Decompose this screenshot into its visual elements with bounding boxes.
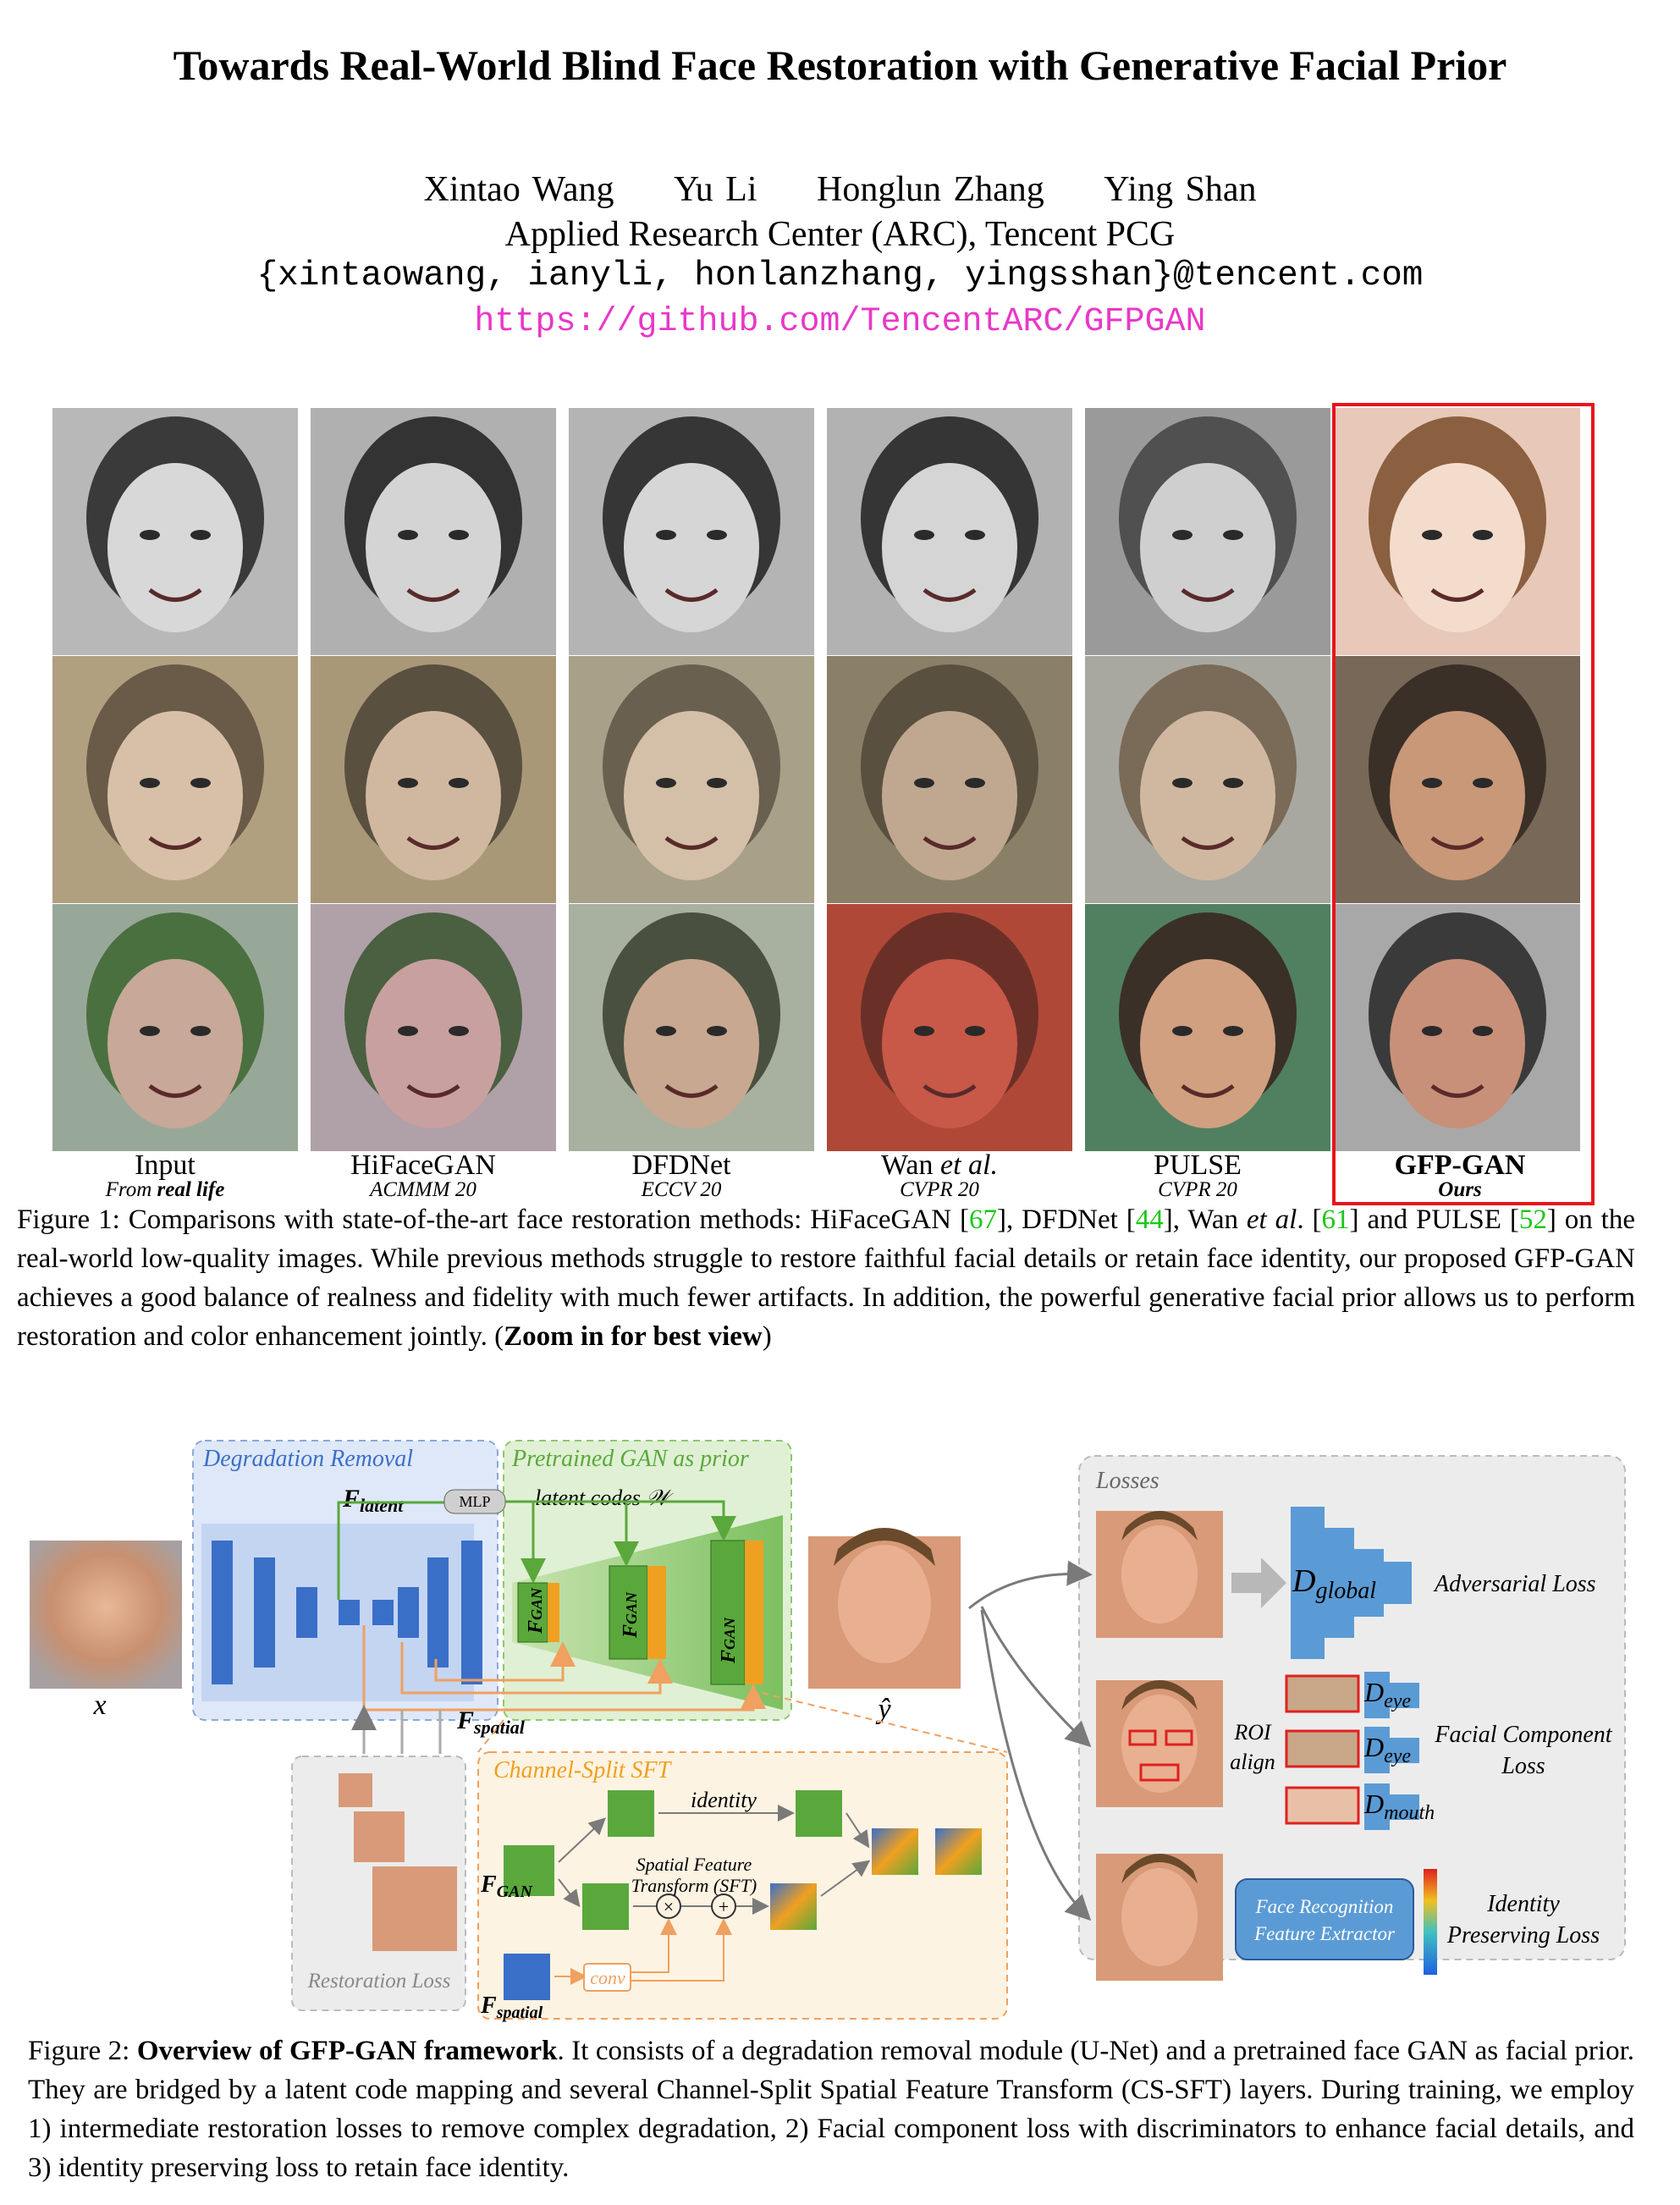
fgan-label: FGAN [718, 1617, 740, 1664]
identity-arrow-label: identity [691, 1788, 757, 1812]
fgan-label: FGAN [525, 1587, 547, 1634]
restoration-loss-label: Restoration Loss [307, 1970, 451, 1993]
fgan-label: FGAN [620, 1591, 642, 1639]
face-thumb-3 [1096, 1854, 1223, 1981]
col-venue: ACMMM 20 [370, 1178, 476, 1201]
fgan-input-label: FGAN [480, 1871, 533, 1901]
d-global-label: Dglobal [1292, 1563, 1376, 1604]
col-label-dfdnet: DFDNet ECCV 20 [554, 1149, 808, 1201]
author-list: Xintao Wang Yu Li Honglun Zhang Ying Sha… [0, 169, 1680, 210]
col-label-input: Input From real life [38, 1149, 292, 1201]
latent-codes-label: latent codes 𝒲 [535, 1486, 674, 1510]
face-recognition-label: Face Recognition [1255, 1896, 1394, 1917]
face-image-cell [569, 656, 814, 903]
author-name: Xintao Wang [423, 170, 614, 209]
mlp-label: MLP [459, 1493, 490, 1510]
face-image-cell [1085, 408, 1330, 655]
d-eye-label: Deye [1363, 1732, 1411, 1767]
face-thumb-2 [1096, 1680, 1223, 1807]
col-name: HiFaceGAN [350, 1149, 496, 1181]
face-image-cell [827, 656, 1072, 903]
col-label-gfpgan: GFP-GAN Ours [1333, 1149, 1587, 1201]
face-thumb-1 [1096, 1511, 1223, 1638]
face-image-cell [827, 904, 1072, 1151]
face-image-cell [52, 656, 298, 903]
cs-sft-label: CS-SFT [743, 1601, 765, 1672]
col-venue: ECCV 20 [641, 1178, 722, 1201]
svg-text:+: + [719, 1896, 729, 1917]
col-venue: CVPR 20 [900, 1178, 979, 1201]
face-image-cell [1085, 904, 1330, 1151]
col-venue: CVPR 20 [1158, 1178, 1237, 1201]
col-label-pulse: PULSE CVPR 20 [1071, 1149, 1325, 1201]
col-name: Input [135, 1149, 196, 1181]
preserving-loss-label: Preserving Loss [1446, 1922, 1600, 1949]
ours-highlight-box [1332, 403, 1595, 1205]
figure1-caption: Figure 1: Comparisons with state-of-the-… [17, 1204, 1635, 1352]
x-label: x [92, 1690, 106, 1721]
degradation-label: Degradation Removal [202, 1446, 413, 1472]
conv-label: conv [590, 1967, 625, 1988]
cs-sft-label: CS-SFT [645, 1580, 667, 1651]
affiliation: Applied Research Center (ARC), Tencent P… [504, 215, 1176, 254]
figure2-caption: Figure 2: Overview of GFP-GAN framework.… [28, 2036, 1634, 2183]
losses-label: Losses [1095, 1468, 1159, 1494]
facial-component-label: Facial Component [1434, 1722, 1612, 1748]
col-label-wan: Wan et al. CVPR 20 [812, 1149, 1066, 1201]
d-eye-label: Deye [1363, 1677, 1411, 1712]
face-image-cell [1335, 408, 1580, 655]
feature-extractor-label: Feature Extractor [1253, 1923, 1396, 1944]
author-emails: {xintaowang, ianyli, honlanzhang, yingss… [256, 256, 1424, 295]
face-image-cell [311, 904, 556, 1151]
f-latent-label: Flatent [342, 1485, 404, 1516]
face-image-cell [311, 408, 556, 655]
project-link[interactable]: https://github.com/TencentARC/GFPGAN [474, 303, 1206, 341]
face-image-cell [311, 656, 556, 903]
face-image-cell [569, 904, 814, 1151]
f-spatial-label: Fspatial [456, 1706, 526, 1738]
identity-label: Identity [1486, 1891, 1560, 1917]
adversarial-loss-label: Adversarial Loss [1433, 1571, 1596, 1597]
face-image-cell [52, 904, 298, 1151]
svg-text:×: × [664, 1896, 674, 1917]
input-face-image [30, 1541, 182, 1689]
author-name: Yu Li [674, 170, 757, 209]
col-name: PULSE [1154, 1149, 1242, 1181]
yhat-label: ŷ [875, 1694, 891, 1725]
face-image-cell [52, 408, 298, 655]
sft-label-2: Transform (SFT) [631, 1875, 757, 1896]
channel-split-sft-label: Channel-Split SFT [493, 1757, 673, 1783]
author-name: Ying Shan [1104, 170, 1257, 209]
col-venue: From real life [105, 1178, 225, 1201]
f-spatial-input-label: Fspatial [480, 1993, 543, 2022]
face-image-cell [827, 408, 1072, 655]
roi-label: ROI [1233, 1720, 1272, 1745]
col-venue: Ours [1438, 1178, 1482, 1201]
sft-label-1: Spatial Feature [636, 1854, 752, 1875]
gan-label: Pretrained GAN as prior [511, 1446, 749, 1472]
col-label-hifacegan: HiFaceGAN ACMMM 20 [296, 1149, 550, 1201]
face-image-cell [569, 408, 814, 655]
face-image-cell [1335, 656, 1580, 903]
col-name: DFDNet [631, 1149, 731, 1181]
align-label: align [1230, 1750, 1275, 1774]
figure2-diagram: Degradation Removal Flatent Pretrained G… [30, 1440, 1626, 2022]
paper-title: Towards Real-World Blind Face Restoratio… [173, 41, 1507, 89]
face-image-cell [1335, 904, 1580, 1151]
face-image-cell [1085, 656, 1330, 903]
d-mouth-label: Dmouth [1363, 1789, 1435, 1824]
facial-component-loss-label: Loss [1501, 1753, 1545, 1779]
author-name: Honglun Zhang [817, 170, 1044, 209]
col-name: Wan et al. [881, 1149, 998, 1181]
col-name: GFP-GAN [1394, 1149, 1526, 1181]
